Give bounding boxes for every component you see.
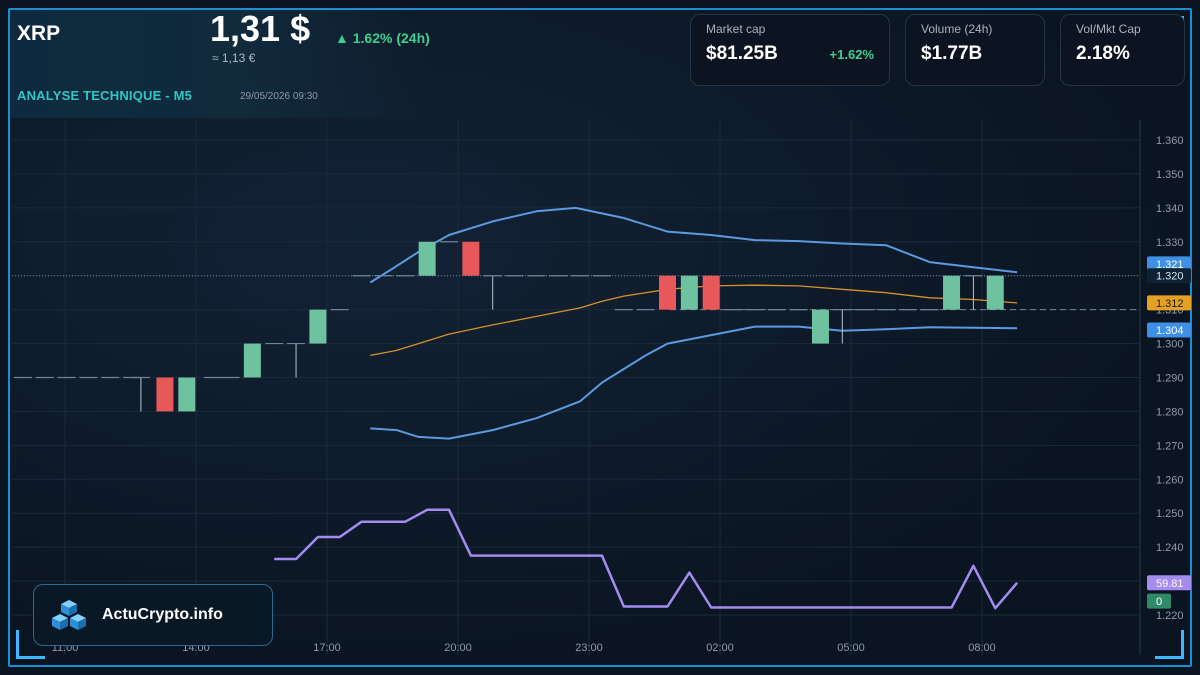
y-tick-label: 1.270 [1156, 440, 1184, 452]
candle-body [702, 275, 720, 310]
price-tag-label: 1.312 [1156, 298, 1184, 310]
candle-body [680, 275, 698, 310]
candle [702, 275, 720, 310]
candle-body [811, 309, 829, 344]
volume-value: $1.77B [921, 43, 983, 64]
price-tag-box [1147, 256, 1191, 272]
price-tag: 1.321 [1147, 256, 1191, 272]
market-cap-change: +1.62% [829, 47, 874, 62]
candle-body [178, 377, 196, 412]
candle [418, 241, 436, 276]
current-price: 1,31 $ [210, 8, 311, 49]
price-tag-label: 1.304 [1156, 325, 1184, 337]
moving-average-line [370, 284, 1018, 357]
vol-mkt-cap-card: Vol/Mkt Cap 2.18% [1060, 14, 1185, 86]
y-tick-label: 1.280 [1156, 406, 1184, 418]
candle [462, 241, 480, 276]
candle [964, 275, 983, 310]
bollinger-lower-line [370, 325, 1018, 440]
cubes-logo-icon [52, 600, 86, 630]
price-tag: 59.81 [1147, 575, 1191, 591]
y-tick-label: 1.350 [1156, 169, 1184, 181]
candle [659, 275, 676, 310]
y-tick-label: 1.300 [1156, 339, 1184, 351]
candle [680, 275, 698, 310]
candle [986, 275, 1004, 310]
price-tag: 1.304 [1147, 322, 1191, 338]
candle [483, 275, 502, 310]
x-tick-label: 23:00 [575, 642, 603, 654]
price-tag-label: 1.321 [1156, 259, 1184, 271]
y-tick-label: 1.220 [1156, 610, 1184, 622]
candle [287, 342, 306, 378]
x-tick-label: 08:00 [968, 642, 996, 654]
y-tick-label: 1.360 [1156, 135, 1184, 147]
price-tag-label: 59.81 [1156, 578, 1184, 590]
x-tick-label: 02:00 [706, 642, 734, 654]
y-tick-label: 1.290 [1156, 373, 1184, 385]
y-tick-label: 1.330 [1156, 237, 1184, 249]
candle-body [659, 275, 676, 310]
price-eur: ≈ 1,13 € [212, 51, 256, 65]
vol-mkt-cap-label: Vol/Mkt Cap [1076, 22, 1141, 36]
frame-corner [1155, 630, 1184, 659]
price-tag-box [1147, 593, 1171, 609]
brand-badge[interactable]: ActuCrypto.info [33, 584, 273, 646]
price-tag: 1.320 [1147, 268, 1191, 284]
price-tag: 1.312 [1147, 295, 1191, 311]
market-cap-card: Market cap $81.25B +1.62% [690, 14, 890, 86]
bollinger-upper-line [369, 206, 1018, 284]
candle [943, 275, 961, 310]
rsi-line [274, 508, 1019, 610]
section-title: ANALYSE TECHNIQUE - M5 [17, 88, 193, 103]
volume-label: Volume (24h) [921, 22, 993, 36]
candle [811, 309, 829, 344]
price-change: ▲ 1.62% (24h) [335, 30, 430, 46]
price-tag-label: 0 [1156, 596, 1162, 608]
ticker-symbol: XRP [17, 22, 61, 45]
candle-body [943, 275, 961, 310]
candle-body [418, 241, 436, 276]
frame-corner [16, 630, 45, 659]
candle [156, 377, 174, 412]
candle-body [156, 377, 174, 412]
y-tick-label: 1.260 [1156, 474, 1184, 486]
y-tick-label: 1.340 [1156, 203, 1184, 215]
volume-card: Volume (24h) $1.77B [905, 14, 1045, 86]
brand-name: ActuCrypto.info [102, 606, 223, 623]
vol-mkt-cap-value: 2.18% [1076, 43, 1130, 64]
market-cap-value: $81.25B [706, 43, 778, 64]
candle [833, 309, 852, 344]
candle [309, 309, 327, 344]
market-cap-label: Market cap [706, 22, 766, 36]
candle-body [243, 343, 261, 378]
y-tick-label: 1.240 [1156, 542, 1184, 554]
candle-body [462, 241, 480, 276]
header-band [10, 10, 430, 118]
candle [131, 376, 150, 412]
timestamp: 29/05/2026 09:30 [240, 91, 318, 102]
price-tag-box [1147, 322, 1191, 338]
price-tag-box [1147, 268, 1191, 284]
x-tick-label: 05:00 [837, 642, 865, 654]
y-tick-label: 1.250 [1156, 508, 1184, 520]
candle [178, 377, 196, 412]
candle [243, 343, 261, 378]
price-tag: 0 [1147, 593, 1171, 609]
x-tick-label: 20:00 [444, 642, 472, 654]
price-tag-box [1147, 575, 1191, 591]
x-tick-label: 17:00 [313, 642, 341, 654]
candle-body [309, 309, 327, 344]
price-tag-label: 1.320 [1156, 271, 1184, 283]
price-tag-box [1147, 295, 1191, 311]
candle-body [986, 275, 1004, 310]
